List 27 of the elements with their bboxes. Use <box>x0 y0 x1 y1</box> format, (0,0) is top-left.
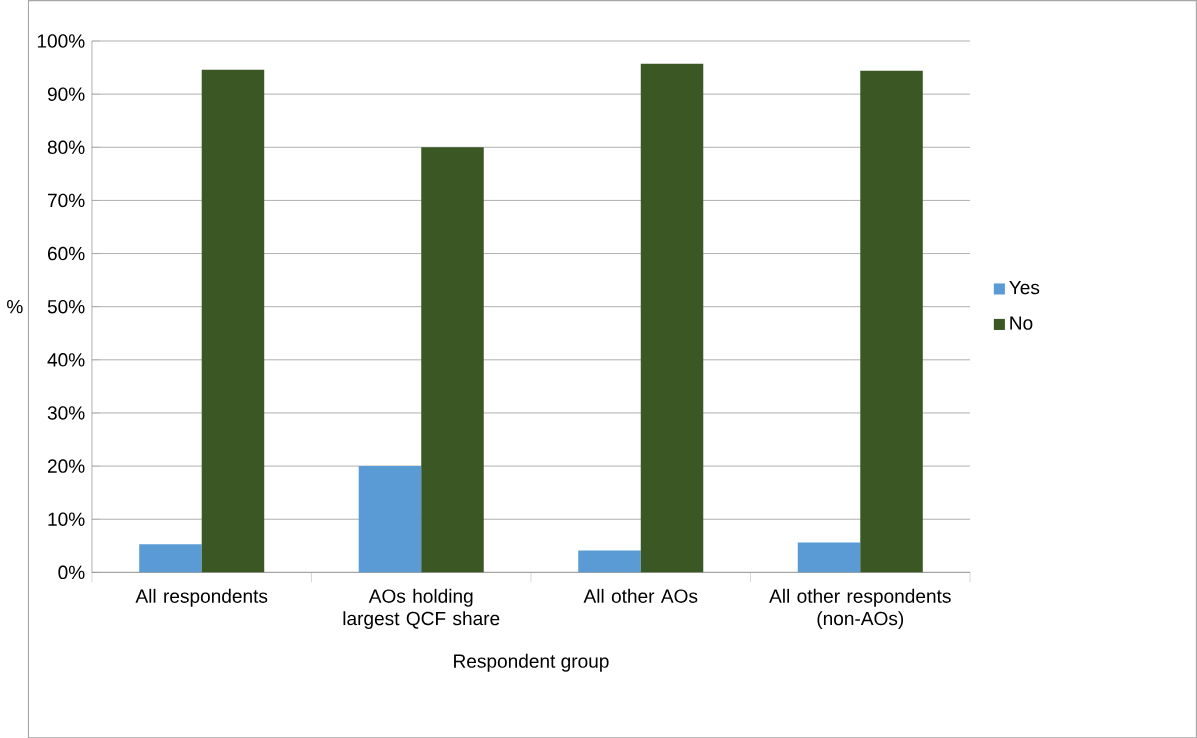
y-tick-label: 50% <box>47 299 85 314</box>
y-tick-label: 20% <box>47 459 85 473</box>
bar <box>421 147 484 573</box>
y-tick-label: 10% <box>48 512 85 526</box>
y-tick-label: 90% <box>47 87 85 101</box>
bar <box>860 70 923 573</box>
bar <box>201 69 265 573</box>
x-tick-label: All other respondents (non-AOs) <box>769 588 951 629</box>
x-tick-label: All other AOs <box>583 588 698 603</box>
bar <box>640 63 704 573</box>
y-tick-label: 0% <box>58 565 85 579</box>
y-tick-label: 40% <box>47 352 85 367</box>
y-tick-label: 80% <box>47 140 85 154</box>
bar <box>358 465 422 573</box>
x-axis-title: Respondent group <box>454 653 609 672</box>
x-tick-label: AOs holding largest QCF share <box>343 588 500 629</box>
y-axis-title: % <box>7 299 23 314</box>
y-tick-label: 30% <box>47 406 85 420</box>
y-tick-label: 100% <box>37 34 85 48</box>
legend-label: No <box>1010 316 1033 330</box>
bar <box>578 550 641 573</box>
y-tick-label: 60% <box>48 246 85 261</box>
y-tick-label: 70% <box>48 193 85 207</box>
bar <box>139 543 202 573</box>
legend-label: Yes <box>1009 280 1040 295</box>
bar <box>797 542 861 573</box>
x-tick-label: All respondents <box>135 588 268 607</box>
